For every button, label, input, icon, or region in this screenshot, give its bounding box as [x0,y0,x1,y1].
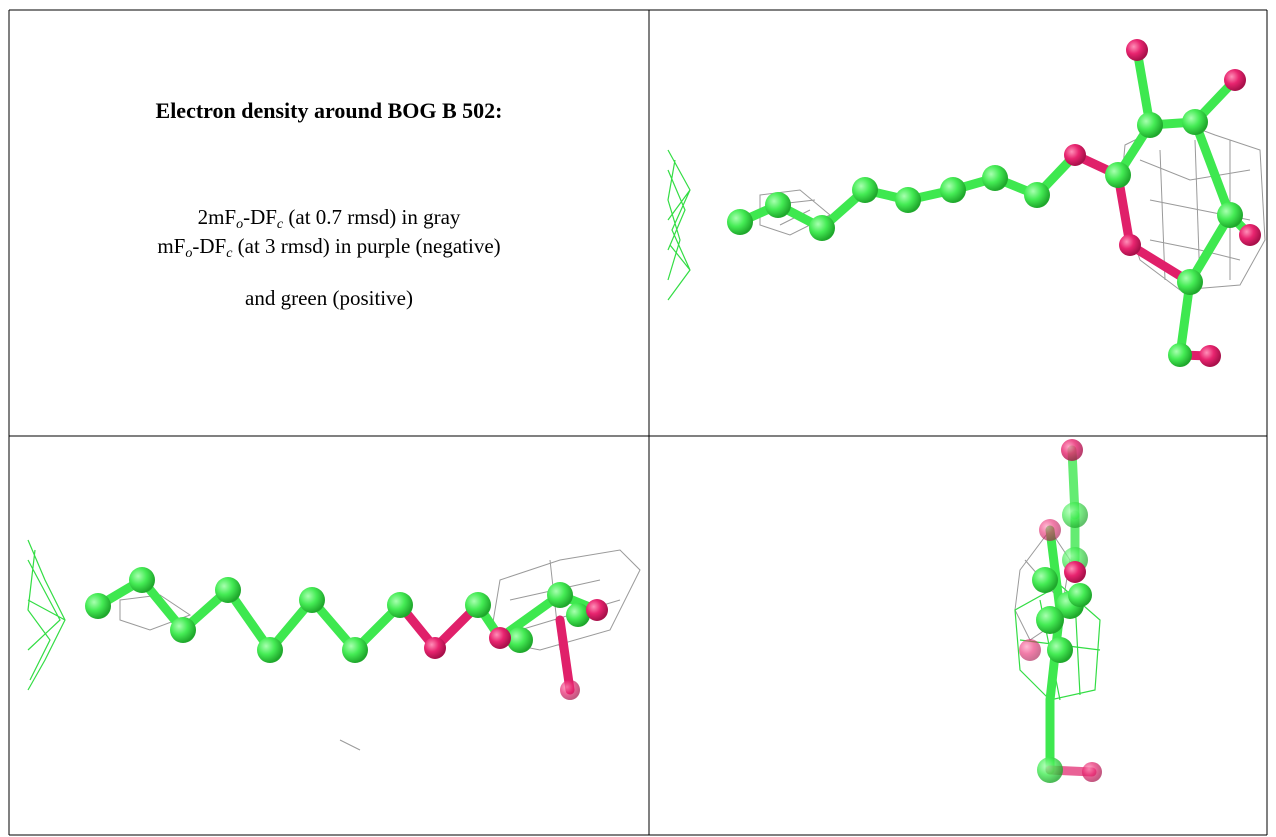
text-part: 2mF [197,205,237,229]
text-part: -DF [192,234,227,258]
text-part: o [185,246,193,261]
panel-top-right [667,39,1266,367]
legend-line: and green (positive) [9,286,649,311]
text-part: mF [157,234,186,258]
panel-bottom-left [27,539,641,751]
text-part: and green (positive) [245,286,413,310]
text-part: (at 3 rmsd) in purple (negative) [232,234,501,258]
legend-line: mFo-DFc (at 3 rmsd) in purple (negative) [9,234,649,261]
figure-title: Electron density around BOG B 502: [155,98,503,123]
text-part: -DF [243,205,277,229]
text-part: (at 0.7 rmsd) in gray [283,205,461,229]
text-part: c [276,217,284,232]
panel-bottom-right [1014,439,1102,783]
legend-line: 2mFo-DFc (at 0.7 rmsd) in gray [9,205,649,232]
text-part: o [236,217,244,232]
text-part: c [226,246,233,261]
table-rules [8,9,1268,836]
